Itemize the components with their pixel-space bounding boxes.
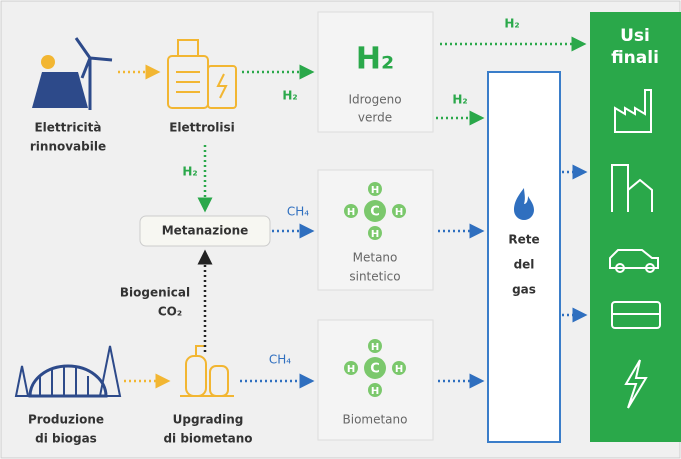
flow-label: H₂ — [452, 93, 467, 107]
atom-h: H — [371, 229, 379, 240]
flow-label: Biogenical — [120, 286, 190, 300]
idrogeno-label: verde — [358, 111, 392, 125]
usi-label: finali — [611, 48, 659, 68]
node-label: di biometano — [163, 432, 252, 446]
node-label: Upgrading — [173, 413, 244, 427]
flow-label: CH₄ — [287, 205, 309, 219]
flow-label: H₂ — [182, 165, 197, 179]
diagram: Usi finali Rete del gas H₂ Idrogeno verd… — [0, 0, 681, 459]
node-label: Produzione — [28, 413, 104, 427]
metano-label: sintetico — [349, 270, 400, 284]
rete-label: gas — [512, 283, 536, 297]
atom-h: H — [371, 342, 379, 353]
atom-h: H — [347, 207, 355, 218]
h2-symbol: H₂ — [356, 42, 394, 77]
atom-c: C — [370, 362, 380, 377]
rete-label: Rete — [508, 233, 539, 247]
flow-label: H₂ — [282, 89, 297, 103]
metano-label: Metano — [353, 251, 398, 265]
atom-h: H — [371, 386, 379, 397]
atom-h: H — [371, 185, 379, 196]
flow-label: CH₄ — [269, 353, 291, 367]
flow-label: CO₂ — [158, 305, 182, 319]
atom-c: C — [370, 205, 380, 220]
usi-label: Usi — [620, 26, 650, 46]
idrogeno-label: Idrogeno — [348, 93, 401, 107]
atom-h: H — [395, 364, 403, 375]
node-label: di biogas — [35, 432, 97, 446]
metanazione-label: Metanazione — [162, 224, 249, 238]
atom-h: H — [347, 364, 355, 375]
node-label: Elettrolisi — [169, 121, 235, 135]
node-label: Elettricità — [34, 121, 101, 135]
rete-label: del — [514, 258, 535, 272]
node-label: rinnovabile — [30, 140, 106, 154]
flow-label: H₂ — [504, 17, 519, 31]
biometano-label: Biometano — [343, 413, 408, 427]
atom-h: H — [395, 207, 403, 218]
